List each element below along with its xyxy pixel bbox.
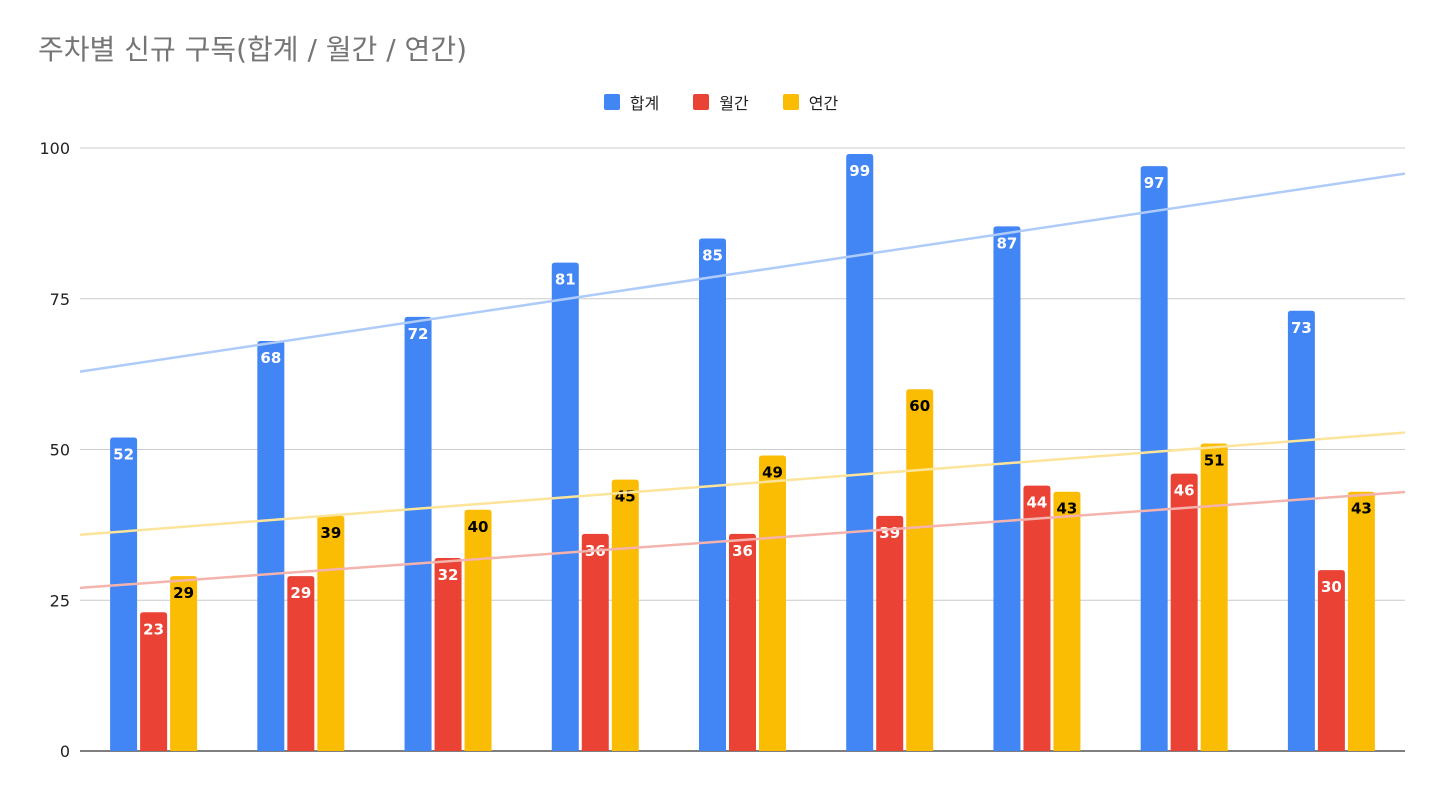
legend-item-yearly[interactable]: 연간 (782, 90, 839, 114)
bar-monthly (140, 612, 168, 751)
bar-value-label: 36 (732, 542, 753, 560)
y-tick-label: 25 (50, 591, 70, 610)
bar-monthly (1317, 570, 1345, 751)
bar-value-label: 72 (408, 325, 429, 343)
bar-total (846, 154, 874, 751)
y-tick-label: 0 (60, 742, 70, 761)
legend: 합계 월간 연간 (0, 90, 1442, 114)
y-tick-label: 50 (50, 441, 70, 460)
bar-monthly (1023, 485, 1051, 751)
legend-swatch-yearly (782, 94, 799, 110)
bar-monthly (434, 558, 462, 751)
bar-value-label: 39 (320, 524, 341, 542)
bar-value-label: 99 (849, 162, 870, 180)
bar-value-label: 30 (1321, 578, 1342, 596)
bar-total (404, 316, 432, 751)
chart-title: 주차별 신규 구독(합계 / 월간 / 연간) (38, 33, 467, 66)
bar-yearly (317, 515, 345, 751)
bar-value-label: 39 (879, 524, 900, 542)
bar-value-label: 97 (1144, 174, 1165, 192)
trendline-yearly (79, 431, 1406, 537)
bar-yearly (1200, 443, 1228, 751)
bar-value-label: 45 (615, 488, 636, 506)
bar-total (257, 340, 285, 751)
legend-label-total: 합계 (629, 94, 660, 113)
bar-total (1287, 310, 1315, 751)
bar-yearly (464, 509, 492, 751)
bar-value-label: 32 (438, 566, 459, 584)
bar-value-label: 43 (1351, 500, 1372, 518)
legend-item-monthly[interactable]: 월간 (693, 90, 749, 114)
bar-yearly (170, 576, 198, 751)
y-tick-label: 75 (50, 290, 70, 309)
bar-monthly (876, 515, 904, 751)
bar-yearly (759, 455, 786, 751)
bar-value-label: 60 (909, 397, 930, 415)
bar-value-label: 68 (260, 349, 281, 367)
bar-total (110, 437, 138, 751)
bar-value-label: 85 (702, 246, 723, 264)
legend-item-total[interactable]: 합계 (603, 90, 660, 114)
trendline-total (79, 172, 1406, 373)
legend-swatch-monthly (693, 94, 710, 110)
legend-label-monthly: 월간 (719, 94, 749, 113)
bar-value-label: 49 (762, 464, 783, 482)
y-tick-label: 100 (39, 139, 70, 158)
bar-value-label: 87 (997, 234, 1018, 252)
bar-monthly (729, 533, 756, 751)
bar-monthly (581, 533, 609, 751)
bar-value-label: 43 (1057, 500, 1078, 518)
legend-swatch-total (603, 94, 620, 110)
bar-value-label: 40 (468, 518, 489, 536)
bar-total (993, 226, 1021, 751)
bar-total (551, 262, 579, 751)
trendline-monthly (79, 490, 1406, 590)
bar-monthly (1170, 473, 1198, 751)
bar-value-label: 23 (143, 620, 164, 638)
bar-value-label: 29 (173, 584, 194, 602)
bar-total (699, 238, 726, 751)
bar-yearly (906, 389, 934, 751)
bar-value-label: 73 (1291, 319, 1312, 337)
legend-label-yearly: 연간 (808, 94, 839, 113)
bar-value-label: 51 (1204, 451, 1225, 469)
bar-value-label: 44 (1027, 494, 1048, 512)
bar-yearly (611, 479, 639, 751)
bar-yearly (1053, 491, 1081, 751)
bar-value-label: 46 (1174, 482, 1195, 500)
bar-value-label: 29 (290, 584, 311, 602)
bar-value-label: 52 (113, 445, 134, 463)
bar-value-label: 81 (555, 271, 576, 289)
bar-total (1140, 166, 1168, 752)
bar-monthly (287, 576, 315, 751)
bar-yearly (1347, 491, 1375, 751)
